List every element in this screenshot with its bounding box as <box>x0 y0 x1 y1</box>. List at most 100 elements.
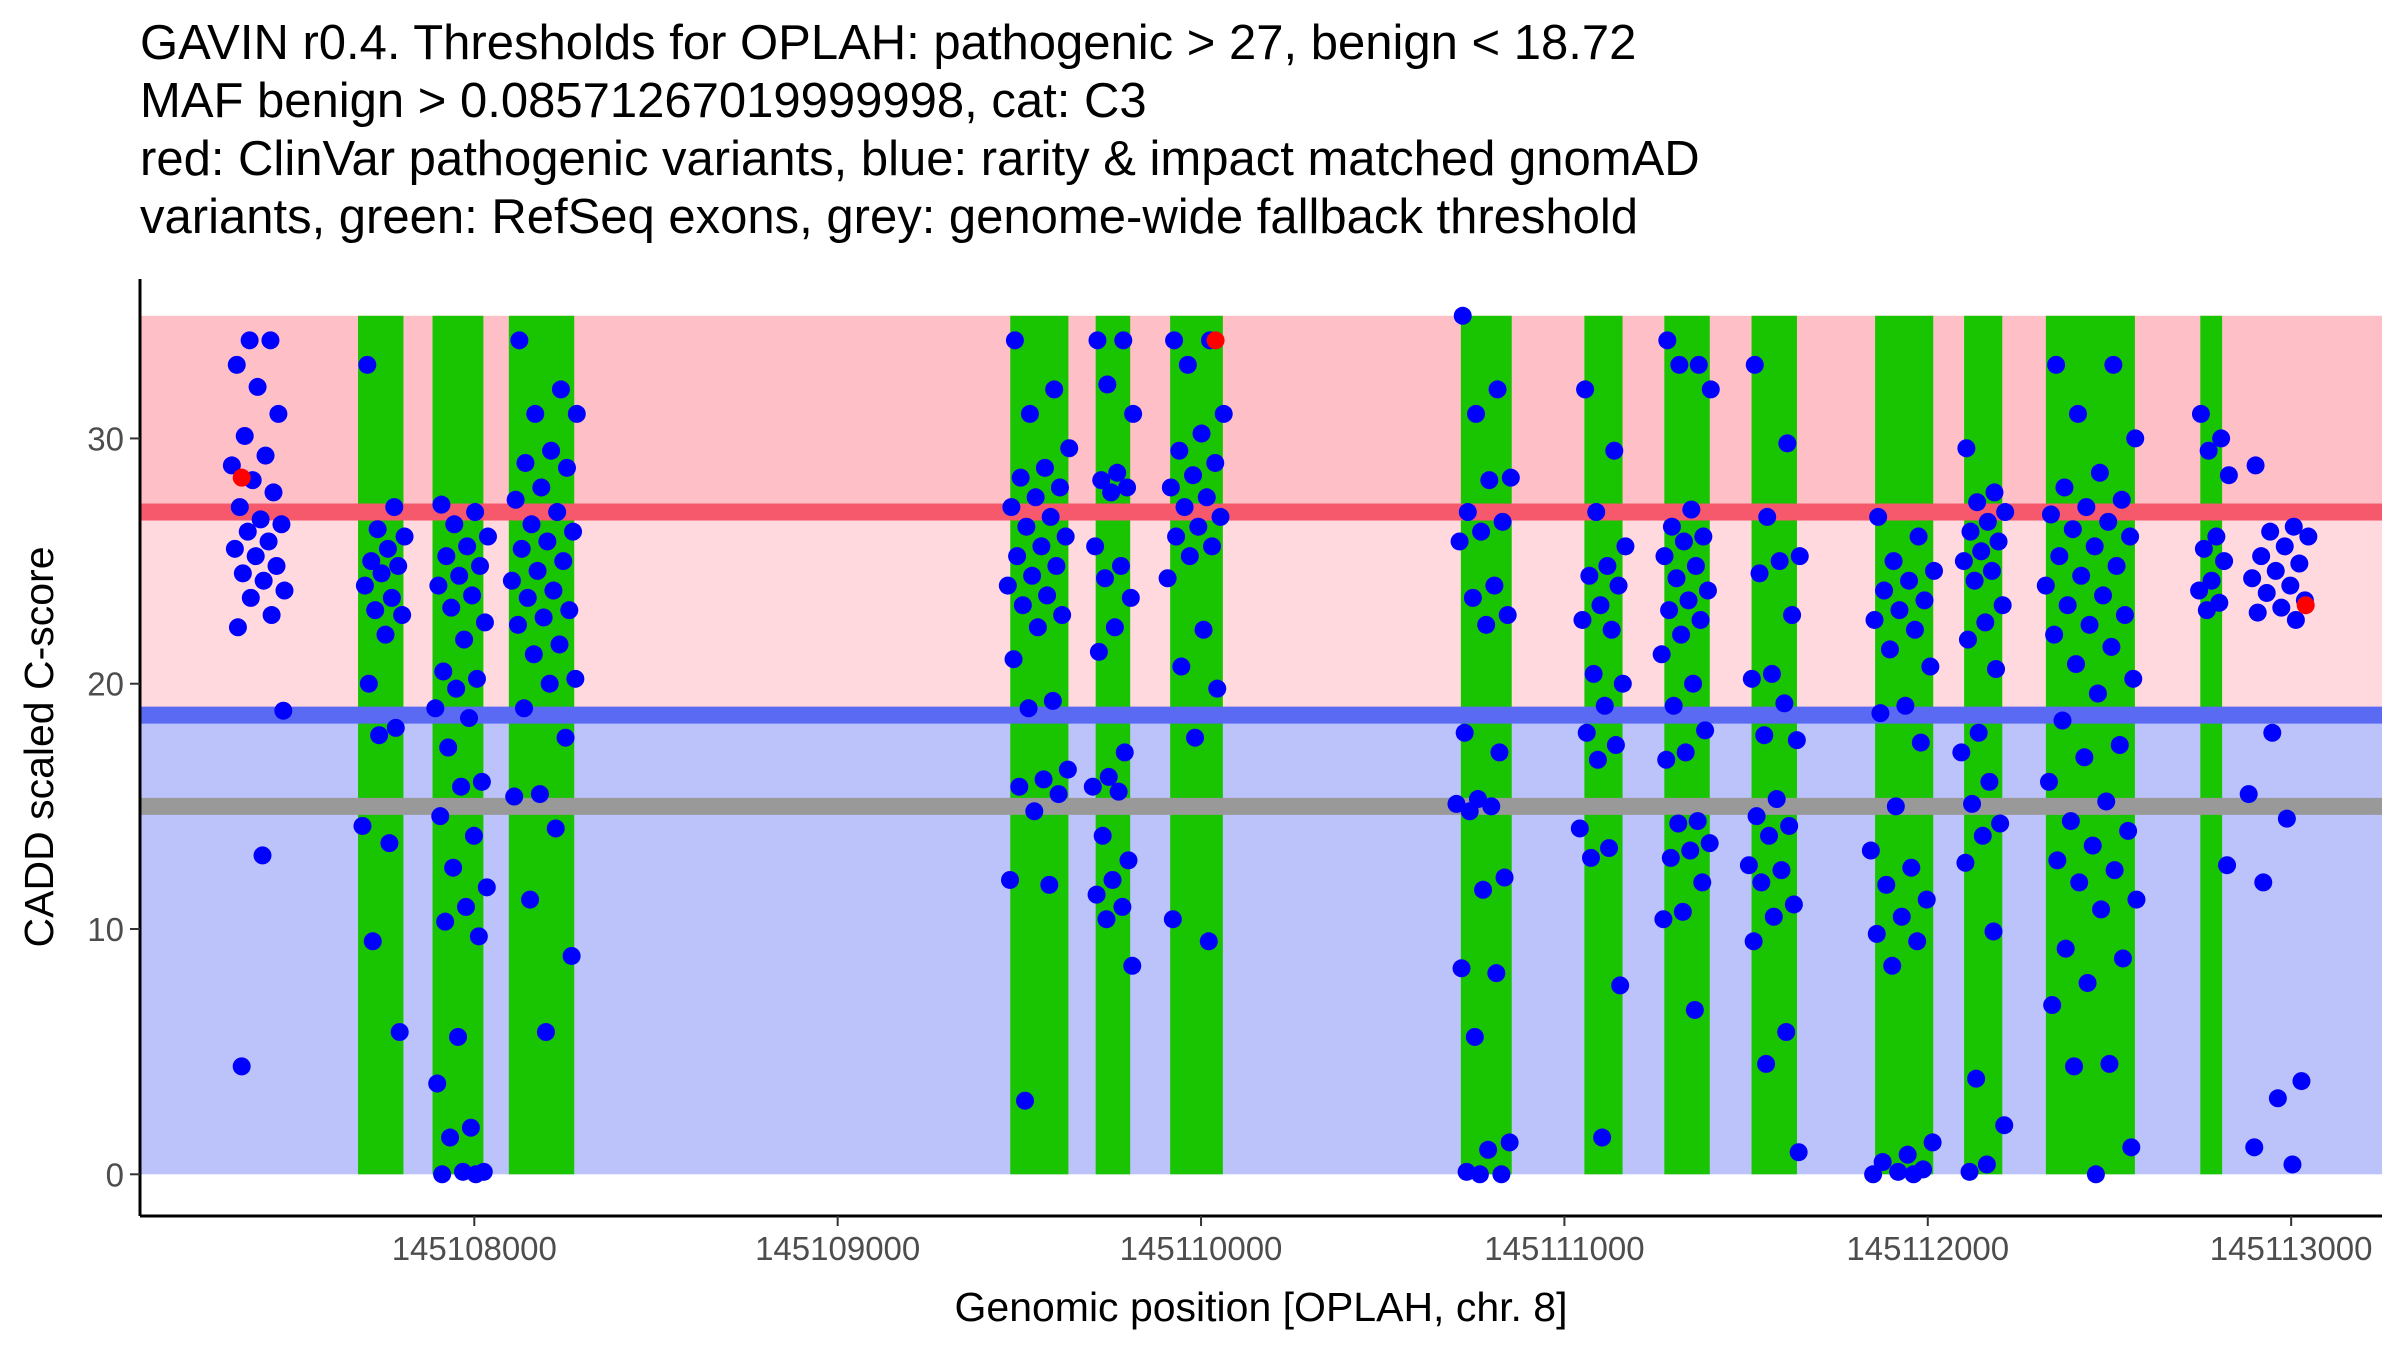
gnomad-variant-point <box>362 552 381 571</box>
gnomad-variant-point <box>1905 620 1924 639</box>
gnomad-variant-point <box>1041 507 1060 526</box>
gnomad-variant-point <box>1035 458 1054 477</box>
gnomad-variant-point <box>2063 520 2082 539</box>
gnomad-variant-point <box>1783 606 1802 625</box>
gnomad-variant-point <box>439 738 458 757</box>
gnomad-variant-point <box>464 826 483 845</box>
gnomad-variant-point <box>526 404 545 423</box>
gnomad-variant-point <box>450 566 469 585</box>
x-tick-label: 145112000 <box>1846 1230 2009 1267</box>
gnomad-variant-point <box>1880 640 1899 659</box>
gnomad-variant-point <box>1686 556 1705 575</box>
gnomad-variant-point <box>1099 767 1118 786</box>
gnomad-variant-point <box>1083 777 1102 796</box>
gnomad-variant-point <box>1993 596 2012 615</box>
clinvar-variant-point <box>232 468 251 487</box>
gnomad-variant-point <box>382 588 401 607</box>
gnomad-variant-point <box>1674 532 1693 551</box>
gnomad-variant-point <box>1011 468 1030 487</box>
gnomad-variant-point <box>1203 537 1222 556</box>
gnomad-variant-point <box>1611 976 1630 995</box>
gnomad-variant-point <box>2277 809 2296 828</box>
gnomad-variant-point <box>1001 870 1020 889</box>
gnomad-variant-point <box>370 726 389 745</box>
gnomad-variant-point <box>1958 630 1977 649</box>
gnomad-variant-point <box>432 495 451 514</box>
gnomad-variant-point <box>1672 625 1691 644</box>
gnomad-variant-point <box>1493 512 1512 531</box>
gnomad-variant-point <box>1925 561 1944 580</box>
gnomad-variant-point <box>466 1165 485 1184</box>
gnomad-variant-point <box>1965 571 1984 590</box>
y-tick-label: 30 <box>87 420 124 457</box>
gnomad-variant-point <box>1757 1054 1776 1073</box>
gnomad-variant-point <box>2199 441 2218 460</box>
gnomad-variant-point <box>1580 566 1599 585</box>
gnomad-variant-point <box>1790 547 1809 566</box>
gnomad-variant-point <box>1745 355 1764 374</box>
gnomad-variant-point <box>1040 875 1059 894</box>
gnomad-variant-point <box>1696 721 1715 740</box>
gnomad-variant-point <box>471 556 490 575</box>
gnomad-variant-point <box>1869 507 1888 526</box>
gnomad-variant-point <box>1119 851 1138 870</box>
gnomad-variant-point <box>2122 1138 2141 1157</box>
gnomad-variant-point <box>461 1118 480 1137</box>
gnomad-variant-point <box>1778 434 1797 453</box>
gnomad-variant-point <box>567 404 586 423</box>
gnomad-variant-point <box>395 527 414 546</box>
variant-points <box>222 306 2318 1184</box>
gnomad-variant-point <box>2061 812 2080 831</box>
gnomad-variant-point <box>1684 674 1703 693</box>
gnomad-variant-point <box>1956 853 1975 872</box>
title-line-4: variants, green: RefSeq exons, grey: gen… <box>140 190 1639 244</box>
gnomad-variant-point <box>1576 380 1595 399</box>
gnomad-variant-point <box>1167 527 1186 546</box>
axes <box>138 279 2382 1218</box>
gnomad-variant-point <box>1587 503 1606 522</box>
gnomad-variant-point <box>2119 821 2138 840</box>
gnomad-variant-point <box>1609 576 1628 595</box>
gnomad-variant-point <box>1595 696 1614 715</box>
gnomad-variant-point <box>2047 355 2066 374</box>
gnomad-variant-point <box>1991 814 2010 833</box>
gnomad-variant-point <box>1192 424 1211 443</box>
exon-bar <box>1964 315 2003 1175</box>
gnomad-variant-point <box>1775 694 1794 713</box>
gnomad-variant-point <box>235 426 254 445</box>
gnomad-variant-point <box>1495 868 1514 887</box>
gnomad-variant-point <box>1458 503 1477 522</box>
gnomad-variant-point <box>1570 819 1589 838</box>
gnomad-variant-point <box>2284 517 2303 536</box>
gnomad-variant-point <box>534 608 553 627</box>
gnomad-variant-point <box>2083 836 2102 855</box>
gnomad-variant-point <box>2080 615 2099 634</box>
gnomad-variant-point <box>1092 471 1111 490</box>
gnomad-variant-point <box>2048 851 2067 870</box>
gnomad-variant-point <box>2290 554 2309 573</box>
gnomad-variant-point <box>1685 1000 1704 1019</box>
gnomad-variant-point <box>2218 856 2237 875</box>
gnomad-variant-point <box>502 571 521 590</box>
gnomad-variant-point <box>1968 493 1987 512</box>
x-tick-label: 145108000 <box>392 1230 557 1267</box>
gnomad-variant-point <box>358 355 377 374</box>
gnomad-variant-point <box>442 598 461 617</box>
gnomad-variant-point <box>1017 517 1036 536</box>
gnomad-variant-point <box>1662 517 1681 536</box>
gnomad-variant-point <box>227 355 246 374</box>
gnomad-variant-point <box>1123 956 1142 975</box>
gnomad-variant-point <box>1111 556 1130 575</box>
gnomad-variant-point <box>1158 569 1177 588</box>
gnomad-variant-point <box>1770 552 1789 571</box>
gnomad-variant-point <box>1032 537 1051 556</box>
threshold-lines <box>140 503 2382 815</box>
gnomad-variant-point <box>1490 743 1509 762</box>
gnomad-variant-point <box>1890 601 1909 620</box>
gnomad-variant-point <box>274 701 293 720</box>
gnomad-variant-point <box>1957 439 1976 458</box>
gnomad-variant-point <box>1214 404 1233 423</box>
gnomad-variant-point <box>275 581 294 600</box>
gnomad-variant-point <box>469 927 488 946</box>
gnomad-variant-point <box>1165 331 1184 350</box>
